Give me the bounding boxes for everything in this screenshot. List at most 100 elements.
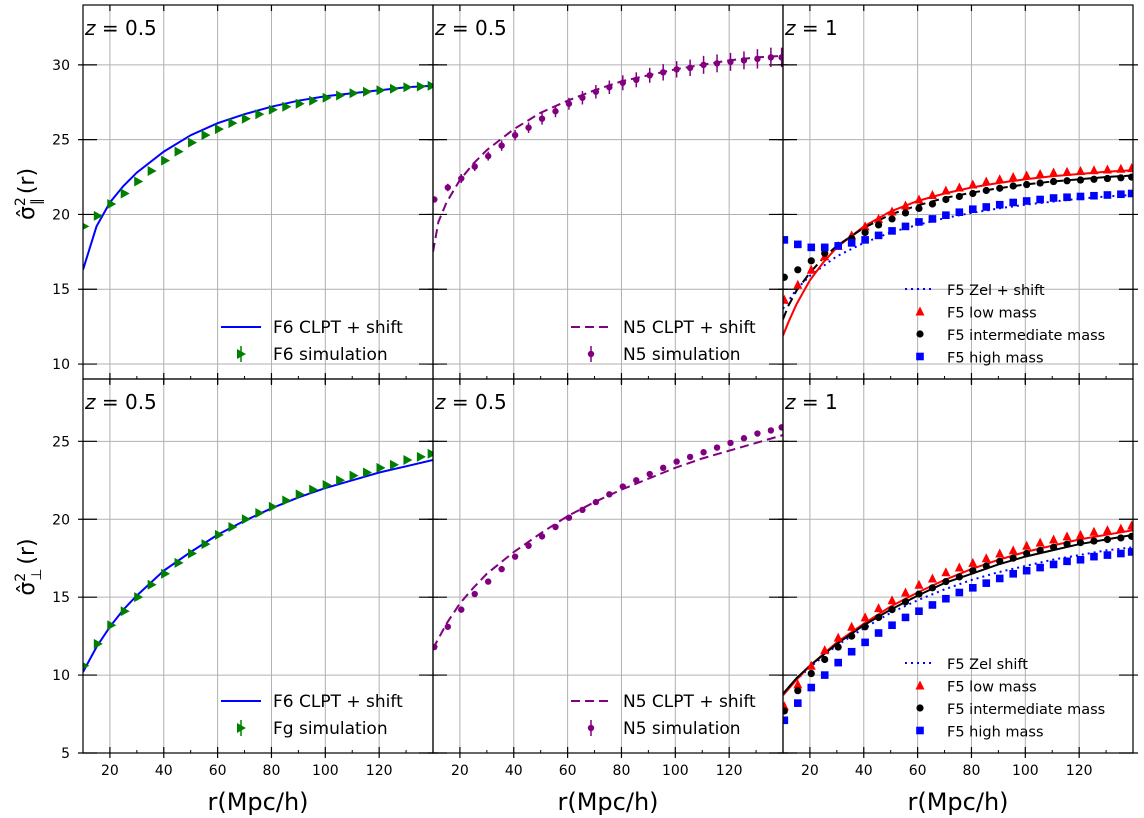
- series-n5-clpt-shift: [433, 434, 783, 650]
- data-point: [1009, 198, 1017, 207]
- data-point: [389, 459, 399, 470]
- grid: [433, 5, 783, 379]
- y-axis-label-top: σ̂2∥(r): [13, 168, 45, 220]
- legend-label: F5 Zel shift: [947, 657, 1028, 673]
- data-point: [1062, 166, 1072, 176]
- data-point: [888, 621, 896, 630]
- data-point: [1049, 177, 1058, 186]
- series-f5-low-mass: [783, 520, 1133, 711]
- data-point: [174, 557, 184, 568]
- x-tick-label: 40: [505, 763, 523, 779]
- y-tick-label: 5: [61, 746, 70, 762]
- data-point: [1076, 166, 1085, 176]
- panel-top-left: 10 15 20 25 30 z = 0.5 F6 CLPT + shift F6 simul…: [52, 4, 438, 384]
- y-axis-label-bottom: σ̂2⊥(r): [13, 538, 45, 595]
- data-point: [282, 495, 292, 506]
- data-point: [416, 451, 426, 462]
- series-f5-high-mass: [783, 548, 1133, 725]
- data-point: [928, 200, 937, 208]
- data-point: [833, 632, 843, 642]
- data-point: [783, 294, 789, 304]
- data-point: [995, 574, 1004, 583]
- data-point: [793, 279, 803, 289]
- legend: F6 CLPT + shift F6 simulation: [221, 318, 403, 365]
- data-point: [93, 638, 103, 649]
- series-f5-zel-shift: [783, 546, 1133, 695]
- data-point: [783, 236, 789, 244]
- x-tick-label: 20: [801, 763, 819, 779]
- data-point: [1063, 193, 1071, 202]
- data-point: [1009, 554, 1017, 562]
- data-point: [915, 306, 925, 316]
- data-point: [322, 479, 332, 490]
- data-point: [1127, 548, 1133, 556]
- data-point: [901, 587, 910, 597]
- data-point: [941, 567, 951, 577]
- data-point: [1076, 176, 1085, 184]
- panels-group: 10 15 20 25 30 z = 0.5 F6 CLPT + shift F6 simul…: [52, 4, 1138, 816]
- redshift-label: z = 0.5: [84, 16, 157, 40]
- data-point: [403, 455, 413, 466]
- data-point: [201, 539, 211, 550]
- data-point: [834, 242, 842, 250]
- data-point: [659, 464, 667, 472]
- data-point: [820, 645, 830, 655]
- series-f6-simulation: [83, 80, 433, 230]
- x-tick-label: 20: [451, 763, 469, 779]
- grid: [433, 379, 783, 754]
- data-point: [874, 213, 884, 223]
- legend: F6 CLPT + shift Fg simulation: [221, 692, 403, 739]
- data-point: [807, 683, 816, 692]
- data-point: [794, 266, 802, 274]
- data-point: [427, 448, 433, 459]
- data-point: [268, 104, 278, 115]
- legend-label: N5 CLPT + shift: [623, 318, 756, 338]
- data-point: [807, 257, 815, 265]
- data-point: [458, 175, 465, 182]
- data-point: [806, 660, 816, 670]
- x-axis-label: r(Mpc/h): [557, 788, 658, 816]
- data-point: [888, 227, 896, 235]
- data-point: [955, 208, 964, 216]
- legend-label: F5 Zel + shift: [947, 283, 1045, 299]
- y-tick-label: 30: [52, 58, 70, 74]
- data-point: [1023, 549, 1031, 558]
- data-point: [861, 236, 869, 244]
- data-point: [686, 64, 694, 72]
- data-point: [1116, 523, 1126, 533]
- data-point: [1128, 532, 1133, 540]
- y-tick-label: 25: [52, 434, 70, 450]
- x-tick-label: 40: [155, 763, 173, 779]
- data-point: [915, 607, 923, 615]
- data-point: [914, 194, 924, 204]
- redshift-label: z = 0.5: [434, 16, 507, 40]
- data-point: [427, 80, 433, 91]
- data-point: [241, 514, 251, 525]
- series-line: [783, 546, 1133, 695]
- data-point: [928, 584, 937, 592]
- data-point: [1089, 165, 1099, 175]
- data-point: [821, 249, 829, 257]
- panel-top-right: z = 1 F5 Zel + shift F5 low mass F5 interme…: [778, 4, 1138, 384]
- legend-label: N5 CLPT + shift: [623, 692, 756, 712]
- data-point: [1022, 540, 1032, 550]
- x-tick-label: 100: [1012, 763, 1039, 779]
- data-point: [214, 124, 224, 135]
- data-point: [847, 647, 856, 656]
- data-point: [1049, 194, 1058, 202]
- legend-label: Fg simulation: [273, 719, 388, 739]
- data-point: [511, 131, 519, 139]
- y-tick-label: 15: [52, 282, 70, 298]
- data-point: [901, 613, 910, 622]
- data-point: [1063, 540, 1071, 548]
- data-point: [161, 568, 171, 579]
- data-point: [646, 72, 653, 79]
- data-point: [376, 85, 386, 96]
- data-point: [995, 174, 1005, 184]
- data-point: [1127, 163, 1133, 173]
- data-point: [1036, 195, 1044, 204]
- data-point: [1036, 546, 1044, 555]
- data-point: [161, 155, 171, 166]
